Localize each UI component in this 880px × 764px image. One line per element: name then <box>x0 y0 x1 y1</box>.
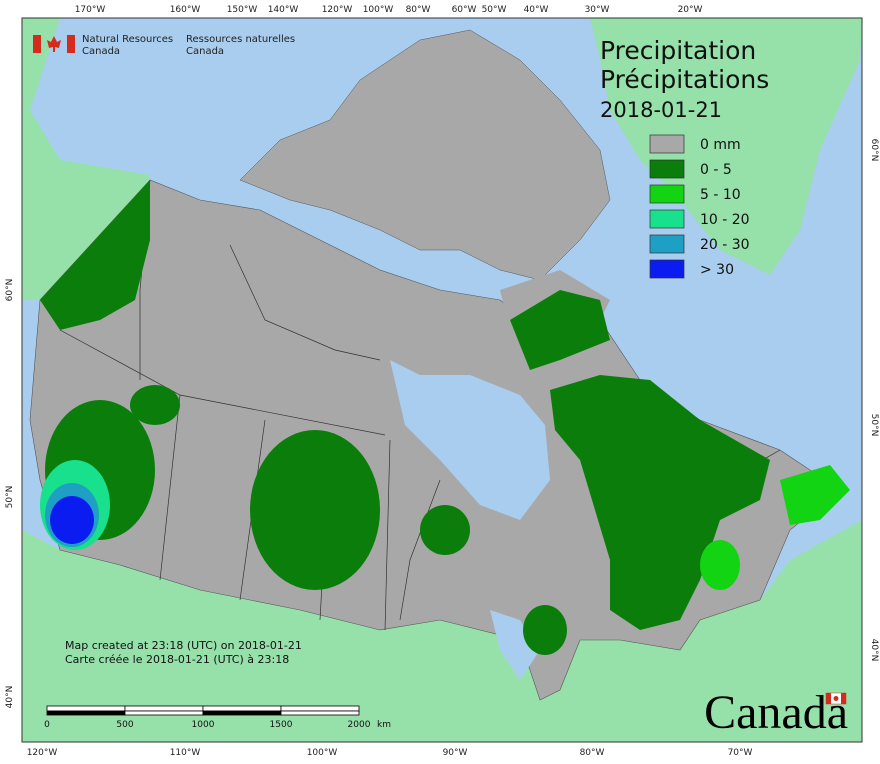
lon-label: 20°W <box>678 5 703 15</box>
lon-label: 30°W <box>585 5 610 15</box>
scale-label: 500 <box>116 720 133 730</box>
wordmark-flag <box>841 693 846 704</box>
precip-over-30 <box>50 496 94 544</box>
precip-0-5 <box>250 430 380 590</box>
legend-label: 5 - 10 <box>700 187 741 203</box>
org-en: Canada <box>82 46 120 57</box>
legend-swatch <box>649 209 685 229</box>
lon-label: 70°W <box>728 748 753 758</box>
flag-bar <box>67 35 75 53</box>
lon-label: 120°W <box>27 748 58 758</box>
scale-bar: 0 500 1000 1500 2000 km <box>44 705 391 730</box>
lon-label: 50°W <box>482 5 507 15</box>
lon-label: 100°W <box>307 748 338 758</box>
scale-label: 0 <box>44 720 50 730</box>
scale-label: 1000 <box>192 720 215 730</box>
org-fr: Canada <box>186 46 224 57</box>
scale-segment <box>202 710 282 716</box>
header: Natural Resources Canada Ressources natu… <box>33 34 295 57</box>
title: Precipitation <box>600 36 756 65</box>
precipitation <box>40 180 850 655</box>
scale-segment <box>202 705 282 712</box>
lon-label: 80°W <box>406 5 431 15</box>
scale-segment <box>280 705 360 712</box>
precip-5-10 <box>700 540 740 590</box>
frame-border <box>21 17 863 743</box>
scale-label: 2000 <box>348 720 371 730</box>
great-lakes <box>490 610 540 680</box>
scale-unit: km <box>377 720 391 730</box>
note: Carte créée le 2018-01-21 (UTC) à 23:18 <box>65 653 289 666</box>
legend-swatch <box>649 159 685 179</box>
lon-label: 120°W <box>322 5 353 15</box>
legend: 0 mm 0 - 5 5 - 10 10 - 20 20 - 30 > 30 <box>649 134 750 279</box>
precip-0-5 <box>40 180 150 330</box>
date: 2018-01-21 <box>600 98 722 122</box>
legend-label: > 30 <box>700 262 734 278</box>
legend-label: 0 mm <box>700 137 741 153</box>
legend-swatch <box>649 184 685 204</box>
usa <box>22 520 862 742</box>
lat-label: 50°N <box>5 486 15 509</box>
wordmark-flag <box>833 696 839 701</box>
org-en: Natural Resources <box>82 34 173 45</box>
wordmark-flag <box>826 693 831 704</box>
arctic-islands <box>239 29 611 281</box>
map-frame <box>21 17 863 743</box>
scale-segment <box>280 710 360 716</box>
precip-0-5 <box>523 605 567 655</box>
scale-segment <box>124 705 204 712</box>
scale-segment <box>124 710 204 716</box>
lon-label: 80°W <box>580 748 605 758</box>
lat-label: 40°N <box>869 639 879 662</box>
lon-label: 100°W <box>363 5 394 15</box>
precip-0-5 <box>130 385 180 425</box>
org-fr: Ressources naturelles <box>186 34 295 45</box>
lon-label: 150°W <box>227 5 258 15</box>
lon-label: 170°W <box>75 5 106 15</box>
lat-label: 60°N <box>869 139 879 162</box>
lat-label: 40°N <box>5 686 15 709</box>
lat-label: 60°N <box>5 279 15 302</box>
legend-swatch <box>649 134 685 154</box>
greenland <box>590 18 862 275</box>
legend-label: 20 - 30 <box>700 237 750 253</box>
precip-5-10 <box>780 465 850 525</box>
scale-segment <box>46 710 126 716</box>
flag-bar <box>33 35 41 53</box>
legend-swatch <box>649 234 685 254</box>
lon-label: 110°W <box>170 748 201 758</box>
legend-swatch <box>649 259 685 279</box>
legend-label: 0 - 5 <box>700 162 732 178</box>
lon-label: 90°W <box>443 748 468 758</box>
precip-0-5 <box>550 375 770 630</box>
lon-label: 60°W <box>452 5 477 15</box>
axes: 170°W 160°W 150°W 140°W 120°W 100°W 80°W 60°W 50… <box>5 5 879 758</box>
scale-label: 1500 <box>270 720 293 730</box>
lon-label: 160°W <box>170 5 201 15</box>
lon-label: 140°W <box>268 5 299 15</box>
precip-0-5 <box>510 290 610 370</box>
lat-label: 50°N <box>869 414 879 437</box>
wordmark: Canada <box>704 686 848 739</box>
flag-leaf <box>47 36 61 52</box>
title: Précipitations <box>600 65 769 94</box>
note: Map created at 23:18 (UTC) on 2018-01-21 <box>65 639 302 652</box>
hudson-bay <box>390 360 550 520</box>
legend-label: 10 - 20 <box>700 212 750 228</box>
scale-segment <box>46 705 126 712</box>
precip-0-5 <box>420 505 470 555</box>
lon-label: 40°W <box>524 5 549 15</box>
